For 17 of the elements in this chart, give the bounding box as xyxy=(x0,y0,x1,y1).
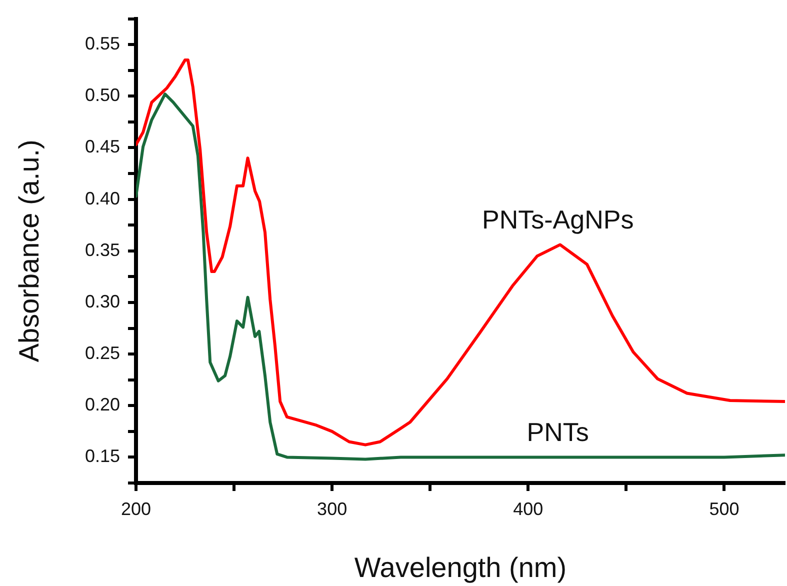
y-tick-label: 0.45 xyxy=(84,136,120,157)
y-axis-title: Absorbance (a.u.) xyxy=(14,140,45,362)
y-tick-label: 0.35 xyxy=(84,240,120,260)
x-axis-title: Wavelength (nm) xyxy=(354,552,567,583)
y-tick-label: 0.30 xyxy=(84,291,120,312)
y-tick-label: 0.15 xyxy=(84,446,120,466)
series-label: PNTs xyxy=(526,417,589,448)
x-tick-label: 400 xyxy=(513,498,544,519)
x-tick-label: 200 xyxy=(120,498,152,519)
y-tick-label: 0.55 xyxy=(84,34,120,54)
y-tick-label: 0.25 xyxy=(84,343,120,364)
x-tick-label: 500 xyxy=(709,498,740,519)
y-tick-label: 0.50 xyxy=(84,85,120,106)
y-tick-label: 0.20 xyxy=(84,394,120,415)
y-tick-label: 0.40 xyxy=(84,188,120,208)
x-tick-label: 300 xyxy=(317,498,348,519)
series-label: PNTs-AgNPs xyxy=(482,204,634,235)
